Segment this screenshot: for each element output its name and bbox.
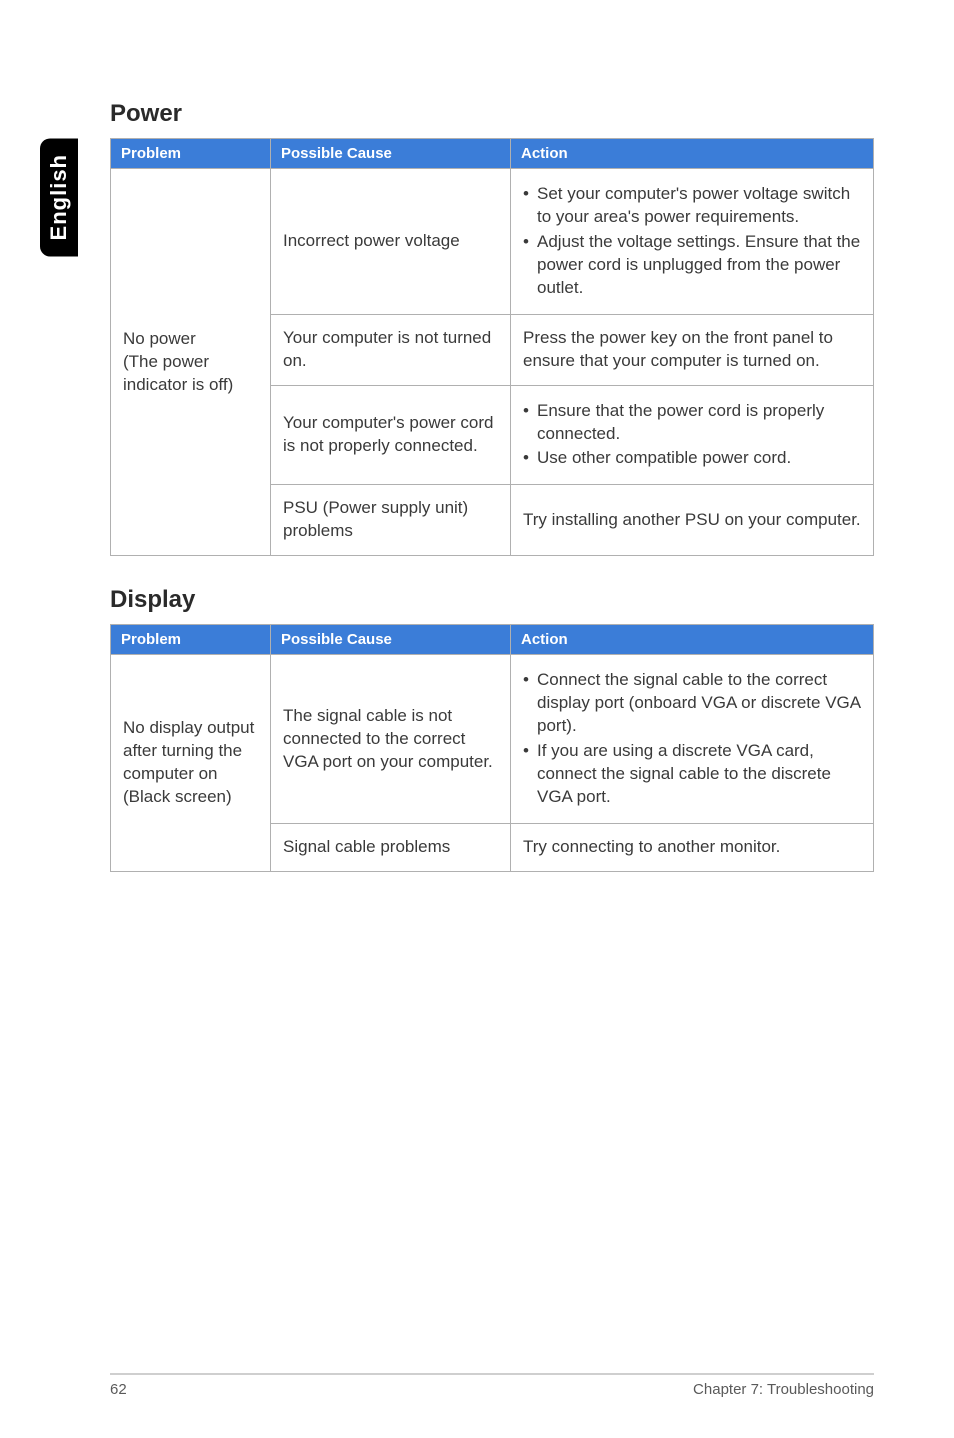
- display-table: Problem Possible Cause Action No display…: [110, 624, 874, 872]
- cause-cell: Incorrect power voltage: [271, 169, 511, 315]
- cause-cell: The signal cable is not connected to the…: [271, 655, 511, 824]
- page-number: 62: [110, 1381, 127, 1398]
- col-problem: Problem: [111, 139, 271, 169]
- action-cell: Ensure that the power cord is properly c…: [511, 385, 874, 485]
- action-cell: Try installing another PSU on your compu…: [511, 485, 874, 556]
- action-item: Ensure that the power cord is properly c…: [523, 400, 861, 446]
- footer-divider: [110, 1373, 874, 1375]
- action-item: Adjust the voltage settings. Ensure that…: [523, 231, 861, 300]
- action-cell: Press the power key on the front panel t…: [511, 314, 874, 385]
- action-item: Connect the signal cable to the correct …: [523, 669, 861, 738]
- chapter-label: Chapter 7: Troubleshooting: [693, 1381, 874, 1398]
- table-row: No display output after turning the comp…: [111, 655, 874, 824]
- action-cell: Connect the signal cable to the correct …: [511, 655, 874, 824]
- cause-cell: PSU (Power supply unit) problems: [271, 485, 511, 556]
- col-problem: Problem: [111, 625, 271, 655]
- action-item: If you are using a discrete VGA card, co…: [523, 740, 861, 809]
- col-cause: Possible Cause: [271, 625, 511, 655]
- table-header-row: Problem Possible Cause Action: [111, 139, 874, 169]
- action-cell: Set your computer's power voltage switch…: [511, 169, 874, 315]
- page-footer: 62 Chapter 7: Troubleshooting: [0, 1373, 954, 1398]
- col-action: Action: [511, 625, 874, 655]
- problem-cell: No display output after turning the comp…: [111, 655, 271, 872]
- action-item: Use other compatible power cord.: [523, 447, 861, 470]
- problem-cell: No power (The power indicator is off): [111, 169, 271, 556]
- power-section-title: Power: [110, 100, 874, 128]
- action-item: Set your computer's power voltage switch…: [523, 183, 861, 229]
- table-header-row: Problem Possible Cause Action: [111, 625, 874, 655]
- page-content: Power Problem Possible Cause Action No p…: [0, 0, 954, 872]
- language-tab: English: [40, 138, 78, 256]
- cause-cell: Signal cable problems: [271, 823, 511, 871]
- display-section-title: Display: [110, 586, 874, 614]
- cause-cell: Your computer is not turned on.: [271, 314, 511, 385]
- action-cell: Try connecting to another monitor.: [511, 823, 874, 871]
- power-table: Problem Possible Cause Action No power (…: [110, 138, 874, 556]
- col-cause: Possible Cause: [271, 139, 511, 169]
- col-action: Action: [511, 139, 874, 169]
- table-row: No power (The power indicator is off) In…: [111, 169, 874, 315]
- cause-cell: Your computer's power cord is not proper…: [271, 385, 511, 485]
